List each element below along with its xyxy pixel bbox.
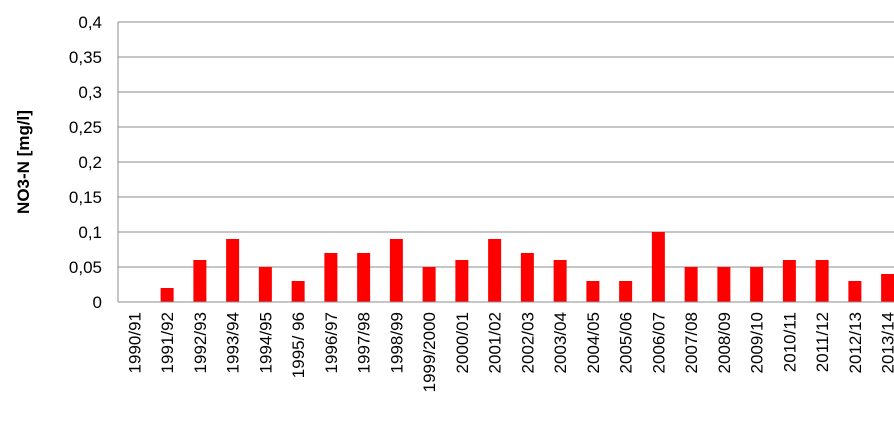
y-tick-label: 0,1 [78,223,102,242]
x-tick-label: 2002/03 [518,312,537,373]
x-tick-label: 2007/08 [682,312,701,373]
bar [651,232,665,302]
x-tick-label: 1999/2000 [420,312,439,392]
x-tick-label: 2005/06 [617,312,636,373]
x-tick-label: 1994/95 [256,312,275,373]
bar [520,253,534,302]
bar [357,253,371,302]
bar [848,281,862,302]
x-tick-label: 2003/04 [551,312,570,373]
bar [226,239,240,302]
bar [389,239,403,302]
bar [553,260,567,302]
bar [422,267,436,302]
y-tick-label: 0,15 [69,188,102,207]
bar [160,288,174,302]
bar [193,260,207,302]
x-tick-label: 2011/12 [813,312,832,372]
y-tick-label: 0,05 [69,258,102,277]
x-tick-label: 1997/98 [355,312,374,373]
gridlines [118,21,894,268]
bar [717,267,731,302]
x-tick-label: 1992/93 [191,312,210,373]
bar [586,281,600,302]
x-tick-label: 2009/10 [748,312,767,373]
x-tick-label: 2010/11 [780,312,799,372]
y-axis-ticks: 0 0,05 0,1 0,15 0,2 0,25 0,3 0,35 0,4 [69,13,102,312]
x-tick-label: 2000/01 [453,312,472,373]
bar [684,267,698,302]
x-tick-label: 2006/07 [649,312,668,373]
x-tick-label: 2004/05 [584,312,603,373]
y-axis-label: NO3-N [mg/l] [14,110,33,214]
bar [619,281,633,302]
y-tick-label: 0,25 [69,118,102,137]
bar [815,260,829,302]
bar [750,267,764,302]
y-tick-label: 0 [93,293,102,312]
y-tick-label: 0,2 [78,153,102,172]
bar [488,239,502,302]
bar [455,260,469,302]
x-tick-label: 1990/91 [125,312,144,373]
x-tick-label: 2013/14 [879,312,894,373]
bar [258,267,272,302]
x-tick-label: 1998/99 [387,312,406,373]
bar [782,260,796,302]
x-axis-ticks: 1990/91 1991/92 1992/93 1993/94 1994/95 1995/… [125,312,894,392]
x-tick-label: 2008/09 [715,312,734,373]
bars [160,232,894,302]
x-tick-label: 2012/13 [846,312,865,373]
x-tick-label: 1995/ 96 [289,312,308,378]
y-tick-label: 0,3 [78,83,102,102]
x-tick-label: 1993/94 [224,312,243,373]
bar [881,274,894,302]
y-tick-label: 0,4 [78,13,102,32]
x-tick-label: 1996/97 [322,312,341,373]
bar [291,281,305,302]
bar [324,253,338,302]
x-tick-label: 1991/92 [158,312,177,373]
x-tick-label: 2001/02 [486,312,505,373]
y-tick-label: 0,35 [69,48,102,67]
